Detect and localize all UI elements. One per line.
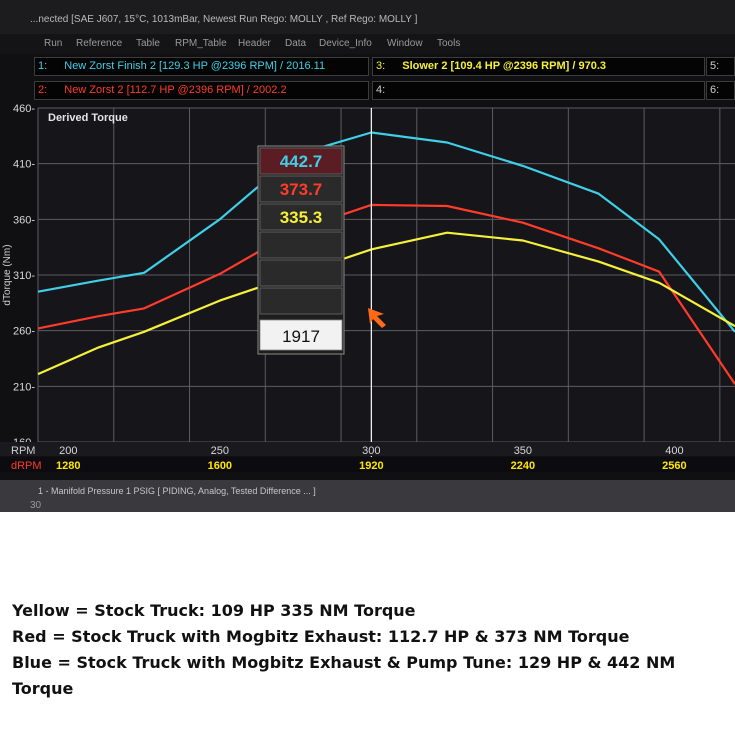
run-slot-1-number: 1:: [38, 60, 48, 72]
run-slot-6[interactable]: 6:: [706, 81, 735, 100]
y-tick-label: 360-: [13, 214, 35, 226]
drpm-tick-label: 1600: [208, 460, 232, 472]
drpm-tick-label: 2560: [662, 460, 686, 472]
readout-row: [259, 175, 343, 203]
bottom-channel-label[interactable]: 1 - Manifold Pressure 1 PSIG [ PIDING, A…: [38, 486, 316, 496]
readout-rpm-value: 1917: [282, 327, 320, 346]
menu-table[interactable]: Table: [136, 38, 160, 49]
menu-reference[interactable]: Reference: [76, 38, 123, 49]
caption-line-blue-continued: Torque: [12, 679, 74, 698]
run-slot-3-label: Slower 2 [109.4 HP @2396 RPM] / 970.3: [402, 60, 606, 72]
run-slot-2-number: 2:: [38, 84, 48, 96]
x-tick-label: 300: [362, 445, 380, 457]
y-tick-label: 210-: [13, 381, 35, 393]
menu-window[interactable]: Window: [387, 38, 423, 49]
y-tick-label: 460-: [13, 103, 35, 115]
window-title-bar: ...nected [SAE J607, 15°C, 1013mBar, New…: [0, 0, 735, 34]
readout-row: [259, 287, 343, 315]
readout-row: [259, 231, 343, 259]
y-tick-label: 260-: [13, 326, 35, 338]
x-tick-label: 400: [665, 445, 683, 457]
menu-run[interactable]: Run: [44, 38, 63, 49]
dyno-software-photo: ...nected [SAE J607, 15°C, 1013mBar, New…: [0, 0, 735, 512]
drpm-tick-label: 1280: [56, 460, 80, 472]
run-slot-3[interactable]: 3: Slower 2 [109.4 HP @2396 RPM] / 970.3: [372, 57, 705, 76]
menu-rpm-table[interactable]: RPM_Table: [175, 38, 227, 49]
x-tick-label: 250: [211, 445, 229, 457]
run-slot-2-label: New Zorst 2 [112.7 HP @2396 RPM] / 2002.…: [64, 84, 287, 96]
menu-tools[interactable]: Tools: [437, 38, 461, 49]
x-tick-label: 200: [59, 445, 77, 457]
drpm-tick-label: 2240: [511, 460, 535, 472]
x-tick-label: 350: [514, 445, 532, 457]
secondary-axis-label: dRPM: [11, 460, 42, 472]
run-slot-4-number: 4:: [376, 84, 386, 96]
menu-bar: Run Reference Table RPM_Table Header Dat…: [0, 34, 735, 54]
caption-line-red: Red = Stock Truck with Mogbitz Exhaust: …: [12, 627, 630, 646]
y-tick-label: 410-: [13, 159, 35, 171]
torque-plot-area[interactable]: 460-410-360-310-260-210-160-Derived Torq…: [0, 103, 735, 480]
readout-value: 335.3: [280, 208, 323, 227]
bottom-channel-tick: 30: [30, 500, 42, 511]
run-slot-6-number: 6:: [710, 84, 720, 96]
rpm-axis-band: [0, 442, 735, 456]
y-axis-label: dTorque (Nm): [2, 244, 13, 305]
drpm-axis-band: [0, 457, 735, 472]
run-slot-2[interactable]: 2: New Zorst 2 [112.7 HP @2396 RPM] / 20…: [34, 81, 369, 100]
run-slot-1-label: New Zorst Finish 2 [129.3 HP @2396 RPM] …: [64, 60, 326, 72]
readout-row: [259, 259, 343, 287]
run-slot-1[interactable]: 1: New Zorst Finish 2 [129.3 HP @2396 RP…: [34, 57, 369, 76]
run-slot-5-number: 5:: [710, 60, 720, 72]
drpm-tick-label: 1920: [359, 460, 383, 472]
x-axis-label: RPM: [11, 445, 35, 457]
menu-device-info[interactable]: Device_Info: [319, 38, 372, 49]
chart-title: Derived Torque: [48, 112, 128, 124]
run-slot-4[interactable]: 4:: [372, 81, 705, 100]
readout-value: 442.7: [280, 152, 323, 171]
menu-header[interactable]: Header: [238, 38, 271, 49]
menu-data[interactable]: Data: [285, 38, 307, 49]
readout-row: [259, 203, 343, 231]
mouse-pointer-icon: [368, 308, 386, 328]
readout-value: 373.7: [280, 180, 323, 199]
window-title: ...nected [SAE J607, 15°C, 1013mBar, New…: [30, 14, 418, 25]
run-slot-3-number: 3:: [376, 60, 386, 72]
caption-line-blue: Blue = Stock Truck with Mogbitz Exhaust …: [12, 653, 676, 672]
readout-rpm-box: [259, 319, 343, 351]
y-tick-label: 310-: [13, 270, 35, 282]
readout-row: [259, 147, 343, 175]
torque-chart[interactable]: 460-410-360-310-260-210-160-Derived Torq…: [0, 103, 735, 480]
legend-caption: Yellow = Stock Truck: 109 HP 335 NM Torq…: [12, 598, 727, 702]
bottom-channel-panel: 1 - Manifold Pressure 1 PSIG [ PIDING, A…: [0, 480, 735, 512]
run-slot-5[interactable]: 5:: [706, 57, 735, 76]
caption-line-yellow: Yellow = Stock Truck: 109 HP 335 NM Torq…: [12, 601, 416, 620]
